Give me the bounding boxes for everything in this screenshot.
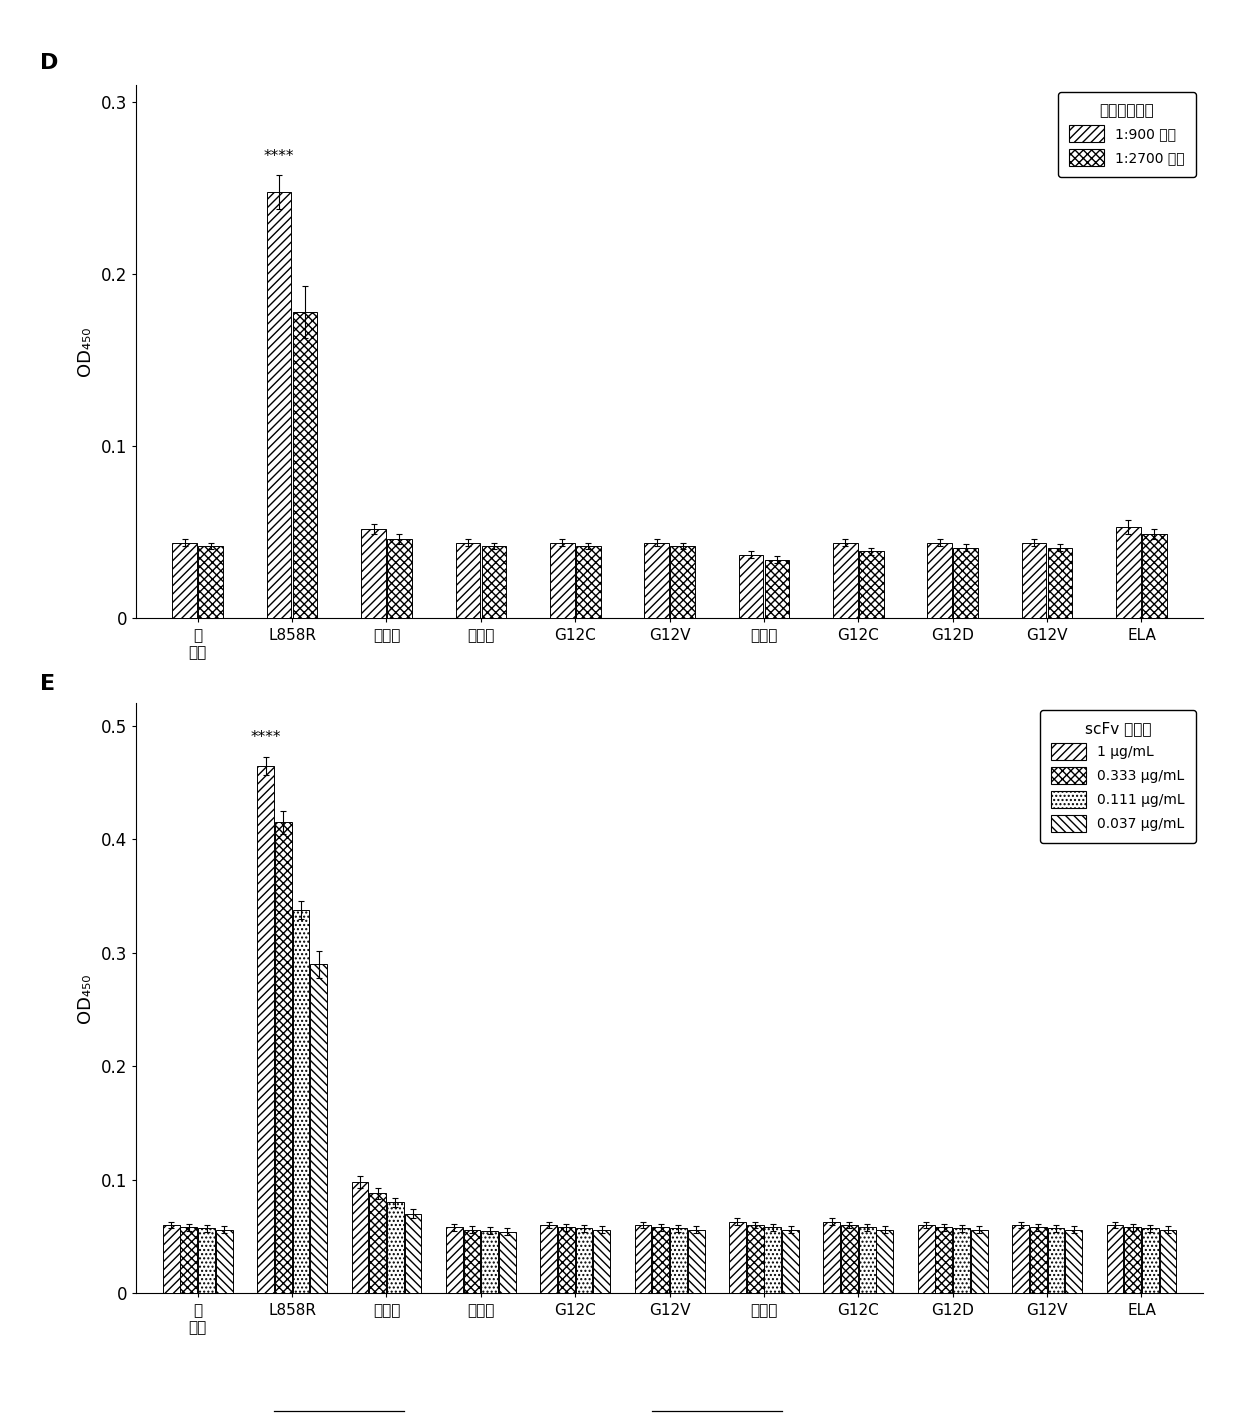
Bar bbox=[833, 543, 858, 618]
Legend: 1:900 稀释, 1:2700 稀释: 1:900 稀释, 1:2700 稀释 bbox=[1058, 92, 1195, 178]
Bar bbox=[971, 1229, 988, 1293]
Text: D: D bbox=[41, 53, 58, 74]
Text: KRAS: KRAS bbox=[697, 759, 737, 774]
Bar bbox=[498, 1232, 516, 1293]
Text: E: E bbox=[41, 674, 56, 693]
Bar bbox=[859, 551, 884, 618]
Bar bbox=[1142, 534, 1167, 618]
Text: HLA-A3: HLA-A3 bbox=[500, 821, 556, 836]
Bar bbox=[765, 560, 790, 618]
Bar bbox=[387, 539, 412, 618]
Bar bbox=[1065, 1229, 1083, 1293]
Bar bbox=[464, 1229, 480, 1293]
Bar bbox=[918, 1225, 935, 1293]
Bar bbox=[1116, 527, 1141, 618]
Bar bbox=[1125, 1228, 1141, 1293]
Text: ****: **** bbox=[250, 730, 280, 745]
Bar bbox=[216, 1229, 233, 1293]
Bar bbox=[481, 546, 506, 618]
Bar bbox=[387, 1202, 404, 1293]
Bar bbox=[739, 554, 764, 618]
Bar bbox=[575, 546, 600, 618]
Bar bbox=[257, 766, 274, 1293]
Bar bbox=[935, 1228, 952, 1293]
Bar bbox=[954, 1229, 970, 1293]
Bar bbox=[859, 1228, 875, 1293]
Bar bbox=[455, 543, 480, 618]
Legend: 1 μg/mL, 0.333 μg/mL, 0.111 μg/mL, 0.037 μg/mL: 1 μg/mL, 0.333 μg/mL, 0.111 μg/mL, 0.037… bbox=[1040, 710, 1195, 843]
Bar bbox=[729, 1222, 745, 1293]
Bar bbox=[688, 1229, 704, 1293]
Y-axis label: OD₄₅₀: OD₄₅₀ bbox=[76, 327, 94, 377]
Bar bbox=[670, 1229, 687, 1293]
Bar bbox=[575, 1229, 593, 1293]
Bar bbox=[1048, 1229, 1064, 1293]
Bar bbox=[446, 1228, 463, 1293]
Bar bbox=[954, 547, 978, 618]
Text: 单体: 单体 bbox=[658, 868, 681, 888]
Bar bbox=[782, 1229, 799, 1293]
Bar bbox=[746, 1225, 764, 1293]
Bar bbox=[198, 546, 223, 618]
Bar bbox=[481, 1231, 498, 1293]
Y-axis label: OD₄₅₀: OD₄₅₀ bbox=[76, 973, 94, 1023]
Bar bbox=[267, 192, 291, 618]
Bar bbox=[181, 1228, 197, 1293]
Bar bbox=[671, 546, 694, 618]
Bar bbox=[1106, 1225, 1123, 1293]
Bar bbox=[558, 1228, 575, 1293]
Bar bbox=[404, 1214, 422, 1293]
Bar bbox=[370, 1194, 386, 1293]
Bar bbox=[198, 1229, 215, 1293]
Bar bbox=[1012, 1225, 1029, 1293]
Bar bbox=[549, 543, 574, 618]
Bar bbox=[764, 1228, 781, 1293]
Bar bbox=[877, 1229, 893, 1293]
Bar bbox=[293, 313, 317, 618]
Bar bbox=[310, 965, 327, 1293]
Bar bbox=[172, 543, 197, 618]
Bar bbox=[928, 543, 952, 618]
Text: EGFR: EGFR bbox=[319, 759, 360, 774]
Bar bbox=[635, 1225, 651, 1293]
Text: HLA-A2: HLA-A2 bbox=[925, 821, 981, 836]
Bar bbox=[361, 529, 386, 618]
Bar bbox=[645, 543, 668, 618]
Bar bbox=[541, 1225, 557, 1293]
Bar bbox=[1048, 547, 1073, 618]
Bar bbox=[162, 1225, 180, 1293]
Bar bbox=[1142, 1229, 1158, 1293]
Bar bbox=[1022, 543, 1047, 618]
Bar bbox=[594, 1229, 610, 1293]
Bar bbox=[293, 909, 309, 1293]
Bar bbox=[823, 1222, 841, 1293]
Bar bbox=[1030, 1228, 1047, 1293]
Bar bbox=[652, 1228, 670, 1293]
Bar bbox=[275, 823, 291, 1293]
Bar bbox=[1159, 1229, 1177, 1293]
Bar bbox=[351, 1182, 368, 1293]
Text: ****: **** bbox=[264, 149, 294, 163]
Bar bbox=[841, 1225, 858, 1293]
